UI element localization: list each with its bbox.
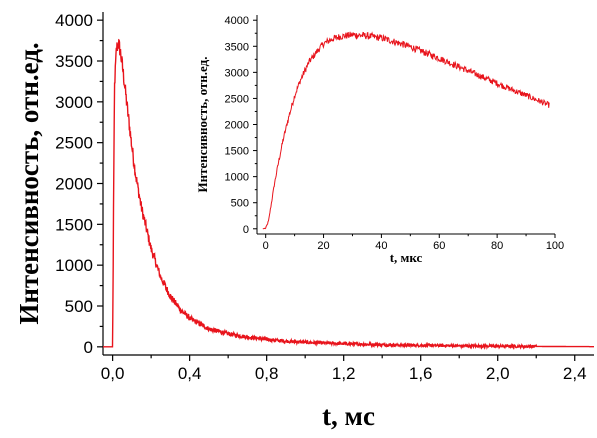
x-tick-label: 1,2	[332, 364, 356, 383]
series-line	[103, 38, 594, 350]
y-axis-label: Интенсивность, отн.ед.	[195, 57, 210, 193]
inset-chart: 0 20 40 60 80 1000500100015002000250030003500…	[195, 15, 564, 265]
x-tick-label: 1,6	[409, 364, 433, 383]
y-tick-label: 4000	[225, 15, 249, 27]
y-tick-label: 1000	[225, 172, 249, 184]
y-tick-label: 0	[243, 224, 249, 236]
y-tick-label: 4000	[55, 11, 93, 30]
y-tick-label: 3000	[225, 67, 249, 79]
x-tick-label: 100	[546, 240, 564, 252]
x-tick-label: 2,4	[563, 364, 587, 383]
x-tick-label: 60	[433, 240, 445, 252]
x-tick-label: 0	[263, 240, 269, 252]
y-axis-label: Интенсивность, отн.ед.	[14, 42, 44, 324]
x-tick-label: 80	[491, 240, 503, 252]
y-tick-label: 500	[65, 297, 93, 316]
y-tick-label: 1500	[55, 215, 93, 234]
y-tick-label: 1500	[225, 146, 249, 158]
y-tick-label: 2500	[55, 134, 93, 153]
y-tick-label: 3500	[55, 52, 93, 71]
x-tick-label: 20	[317, 240, 329, 252]
x-axis-label: t, мкс	[390, 250, 423, 265]
series-line	[262, 31, 550, 230]
y-tick-label: 3000	[55, 93, 93, 112]
x-tick-label: 40	[375, 240, 387, 252]
main-chart: 0,0 0,4 0,8 1,2 1,6 2,0 2,40500100015002000250…	[14, 11, 594, 431]
x-tick-label: 0,4	[178, 364, 202, 383]
x-axis-label: t, мс	[322, 401, 375, 431]
y-tick-label: 0	[84, 338, 93, 357]
y-tick-label: 3500	[225, 41, 249, 53]
y-tick-label: 2000	[55, 175, 93, 194]
y-tick-label: 500	[231, 198, 249, 210]
y-tick-label: 2500	[225, 93, 249, 105]
x-tick-label: 0,8	[255, 364, 279, 383]
x-tick-label: 2,0	[486, 364, 510, 383]
y-tick-label: 1000	[55, 256, 93, 275]
x-tick-label: 0,0	[101, 364, 125, 383]
y-tick-label: 2000	[225, 120, 249, 132]
